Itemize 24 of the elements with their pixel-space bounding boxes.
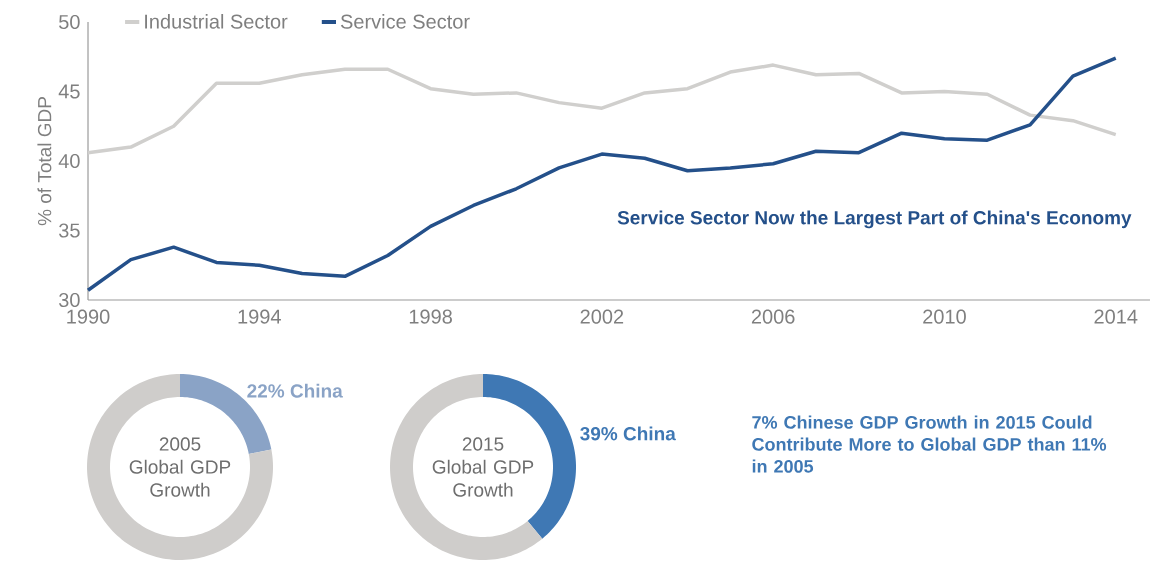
legend-label: Industrial Sector [145, 14, 288, 29]
y-tick-label: 50 [59, 14, 80, 30]
text: 2005 Global GDP Growth [129, 437, 231, 497]
slice-label: China [290, 383, 343, 398]
y-tick-label: 30 [58, 292, 80, 308]
annotation: Service Sector Now the Largest Part of China's Economy [617, 210, 1132, 229]
y-tick-label: 45 [58, 84, 80, 99]
x-tick-label: 1998 [409, 309, 452, 324]
x-tick-label: 2006 [751, 309, 795, 324]
y-tick-label: 40 [58, 153, 80, 169]
data-label: 22% [247, 384, 285, 398]
x-tick-label: 2010 [923, 309, 966, 324]
x-tick-label: 1990 [67, 309, 110, 324]
y-axis-title: % of Total GDP [37, 97, 52, 226]
data-label: 39% [580, 426, 618, 441]
y-tick-label: 35 [58, 223, 80, 238]
x-tick-label: 1994 [238, 309, 281, 324]
x-tick-label: 2002 [580, 309, 624, 324]
line-series [86, 63, 1118, 155]
x-tick-label: 2014 [1094, 309, 1138, 324]
text: 7% Chinese GDP Growth in 2015 Could Contribute More to Global GDP than 11% in 2005 [752, 415, 1107, 473]
slice-label: China [623, 426, 676, 441]
text: 2015 Global GDP Growth [432, 437, 534, 497]
legend-label: Service Sector [340, 14, 470, 29]
